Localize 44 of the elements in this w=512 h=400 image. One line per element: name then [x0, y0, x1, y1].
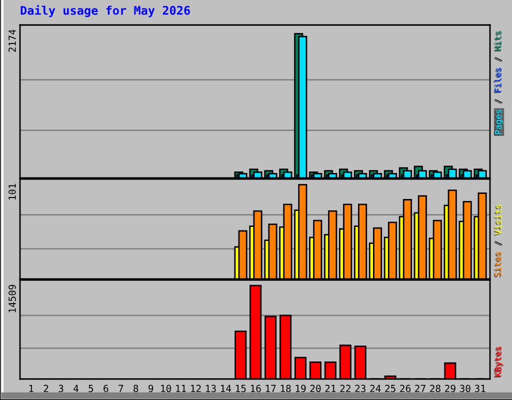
x-tick-label: 13 — [206, 384, 216, 392]
x-tick-label: 30 — [460, 384, 470, 392]
text: / — [494, 98, 502, 104]
x-tick-label: 3 — [58, 384, 64, 392]
x-tick-label: 18 — [280, 384, 291, 392]
text: / — [494, 240, 502, 246]
x-tick-label: 12 — [191, 384, 201, 392]
x-tick-label: 23 — [355, 384, 366, 392]
text: / — [494, 56, 502, 62]
x-tick-label: 19 — [296, 384, 306, 392]
x-tick-label: 11 — [176, 384, 186, 392]
x-tick-label: 2 — [44, 384, 48, 392]
x-tick-label: 24 — [370, 384, 381, 392]
x-tick-label: 16 — [250, 384, 261, 392]
text: Files — [494, 68, 502, 93]
x-tick-label: 10 — [161, 384, 172, 392]
x-tick-label: 27 — [415, 384, 426, 392]
text: KBytes — [494, 346, 504, 378]
x-tick-label: 5 — [88, 384, 94, 392]
text: 2174 — [8, 30, 16, 52]
x-tick-label: 17 — [266, 384, 276, 392]
x-tick-label: 4 — [74, 384, 78, 392]
x-tick-label: 20 — [310, 384, 321, 392]
text: 14509 — [8, 284, 16, 312]
text: Pages — [494, 110, 504, 136]
x-tick-label: 21 — [325, 384, 336, 392]
x-tick-label: 9 — [148, 384, 154, 392]
x-tick-label: 31 — [474, 384, 486, 392]
x-tick-label: 26 — [400, 384, 411, 392]
x-tick-label: 29 — [445, 384, 456, 392]
text: Hits — [494, 31, 502, 52]
x-tick-label: 15 — [236, 384, 246, 392]
x-tick-label: 25 — [385, 384, 396, 392]
x-tick-label: 1 — [29, 384, 34, 392]
x-tick-label: 28 — [430, 384, 440, 392]
x-tick-label: 6 — [104, 384, 108, 392]
chart-title: Daily usage for May 2026 — [20, 5, 190, 18]
text: Sites — [494, 252, 502, 278]
x-tick-label: 8 — [134, 384, 138, 392]
text: 101 — [8, 184, 16, 200]
x-tick-label: 14 — [220, 384, 232, 392]
x-tick-label: 7 — [118, 384, 124, 392]
x-tick-label: 22 — [340, 384, 350, 392]
text: Visits — [494, 204, 502, 236]
